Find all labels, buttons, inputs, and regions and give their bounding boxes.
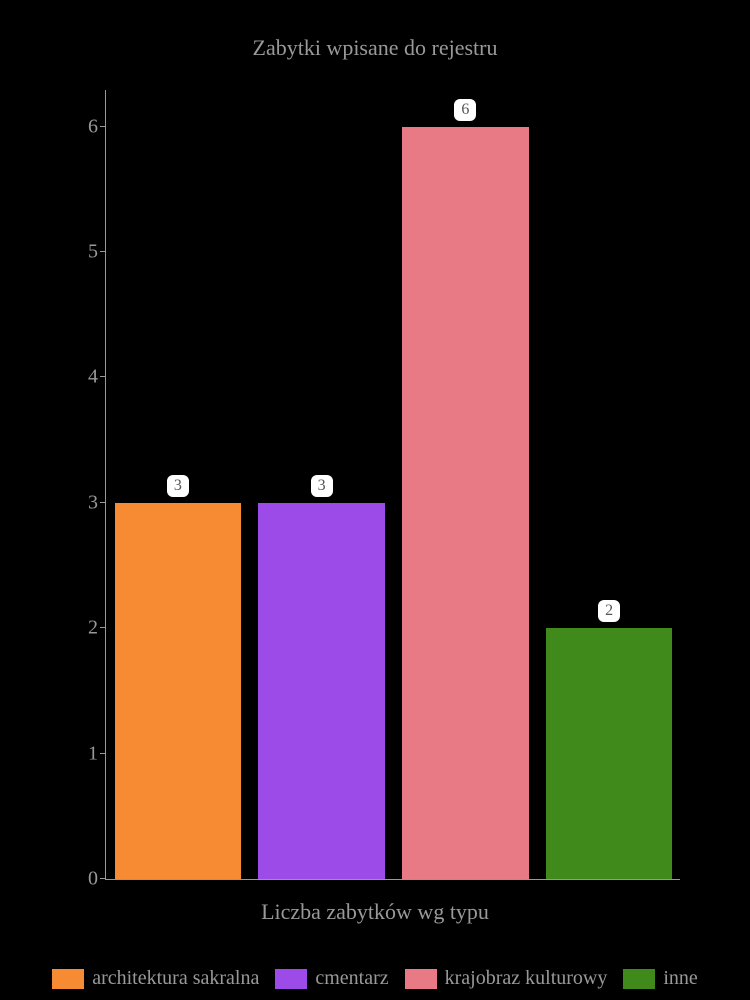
bar: 6 bbox=[402, 127, 529, 879]
legend: architektura sakralna cmentarz krajobraz k… bbox=[0, 967, 750, 990]
plot-area: 01234563362 bbox=[105, 90, 680, 880]
bar-value-label: 3 bbox=[167, 475, 189, 497]
legend-label: architektura sakralna bbox=[92, 967, 259, 990]
y-tick-label: 1 bbox=[88, 742, 98, 765]
y-tick-mark bbox=[100, 502, 106, 503]
y-tick-mark bbox=[100, 878, 106, 879]
y-tick-mark bbox=[100, 126, 106, 127]
bar-value-label: 3 bbox=[311, 475, 333, 497]
legend-swatch bbox=[275, 969, 307, 989]
chart-title: Zabytki wpisane do rejestru bbox=[0, 35, 750, 61]
y-tick-label: 4 bbox=[88, 366, 98, 389]
legend-label: krajobraz kulturowy bbox=[445, 967, 608, 990]
legend-label: inne bbox=[663, 967, 697, 990]
bar: 3 bbox=[258, 503, 385, 879]
legend-swatch bbox=[623, 969, 655, 989]
y-tick-mark bbox=[100, 251, 106, 252]
legend-label: cmentarz bbox=[315, 967, 388, 990]
legend-item: architektura sakralna bbox=[52, 967, 259, 990]
y-tick-label: 3 bbox=[88, 491, 98, 514]
y-tick-label: 5 bbox=[88, 241, 98, 264]
y-tick-mark bbox=[100, 753, 106, 754]
y-tick-mark bbox=[100, 627, 106, 628]
legend-swatch bbox=[405, 969, 437, 989]
legend-swatch bbox=[52, 969, 84, 989]
x-axis-label: Liczba zabytków wg typu bbox=[0, 899, 750, 925]
bar-value-label: 6 bbox=[454, 99, 476, 121]
chart-container: Zabytki wpisane do rejestru 01234563362 … bbox=[0, 0, 750, 1000]
legend-item: cmentarz bbox=[275, 967, 388, 990]
y-tick-label: 2 bbox=[88, 617, 98, 640]
legend-item: inne bbox=[623, 967, 697, 990]
legend-item: krajobraz kulturowy bbox=[405, 967, 608, 990]
bar-value-label: 2 bbox=[598, 600, 620, 622]
y-tick-mark bbox=[100, 376, 106, 377]
bar: 2 bbox=[546, 628, 673, 879]
y-tick-label: 0 bbox=[88, 868, 98, 891]
bar: 3 bbox=[115, 503, 242, 879]
y-tick-label: 6 bbox=[88, 115, 98, 138]
